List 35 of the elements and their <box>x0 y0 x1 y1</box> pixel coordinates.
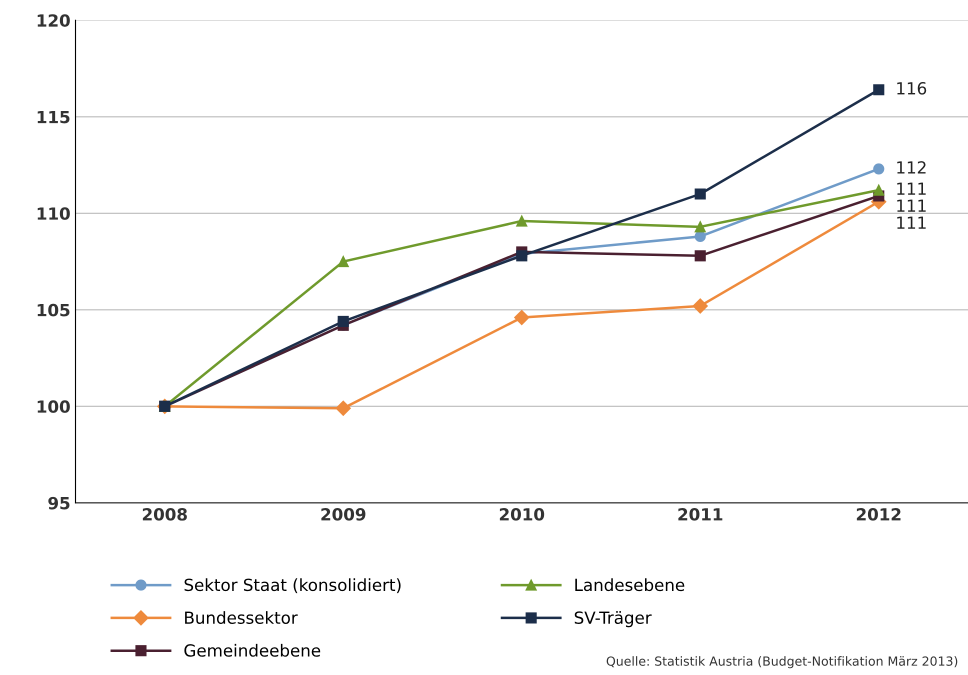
legend-label: Landesebene <box>575 578 684 592</box>
point <box>694 221 706 232</box>
point <box>514 310 530 326</box>
point <box>516 215 528 227</box>
y-tick-label: 95 <box>48 496 70 510</box>
y-tick-label: 110 <box>38 207 70 220</box>
point <box>338 256 349 268</box>
point <box>338 316 349 327</box>
legend-label: Gemeindeebene <box>184 644 320 657</box>
x-tick-label: 2009 <box>321 508 366 521</box>
legend-label: Sektor Staat (konsolidiert) <box>184 578 401 594</box>
point <box>694 230 706 242</box>
point <box>336 400 351 416</box>
point <box>873 184 884 196</box>
point <box>873 163 884 174</box>
legend-label: Bundessektor <box>185 611 298 624</box>
data-label: 116 <box>897 82 926 95</box>
data-label: 112 <box>897 161 926 174</box>
point <box>694 188 706 200</box>
point <box>694 250 706 262</box>
y-tick-label: 115 <box>38 110 70 124</box>
point <box>692 298 708 314</box>
data-label: 111 <box>897 200 926 212</box>
x-tick-label: 2010 <box>500 508 544 521</box>
x-tick-label: 2011 <box>678 508 722 521</box>
source-note: Quelle: Statistik Austria (Budget-Notifikation März 2013) <box>606 656 958 668</box>
x-tick-label: 2008 <box>142 508 187 521</box>
x-tick-label: 2012 <box>856 508 900 521</box>
point <box>873 84 884 96</box>
y-tick-label: 105 <box>38 304 70 316</box>
data-label: 111 <box>897 182 926 195</box>
legend-label: SV-Träger <box>574 611 652 628</box>
y-tick-label: 100 <box>38 400 70 413</box>
data-label: 111 <box>897 216 926 229</box>
y-tick-label: 120 <box>38 14 70 27</box>
